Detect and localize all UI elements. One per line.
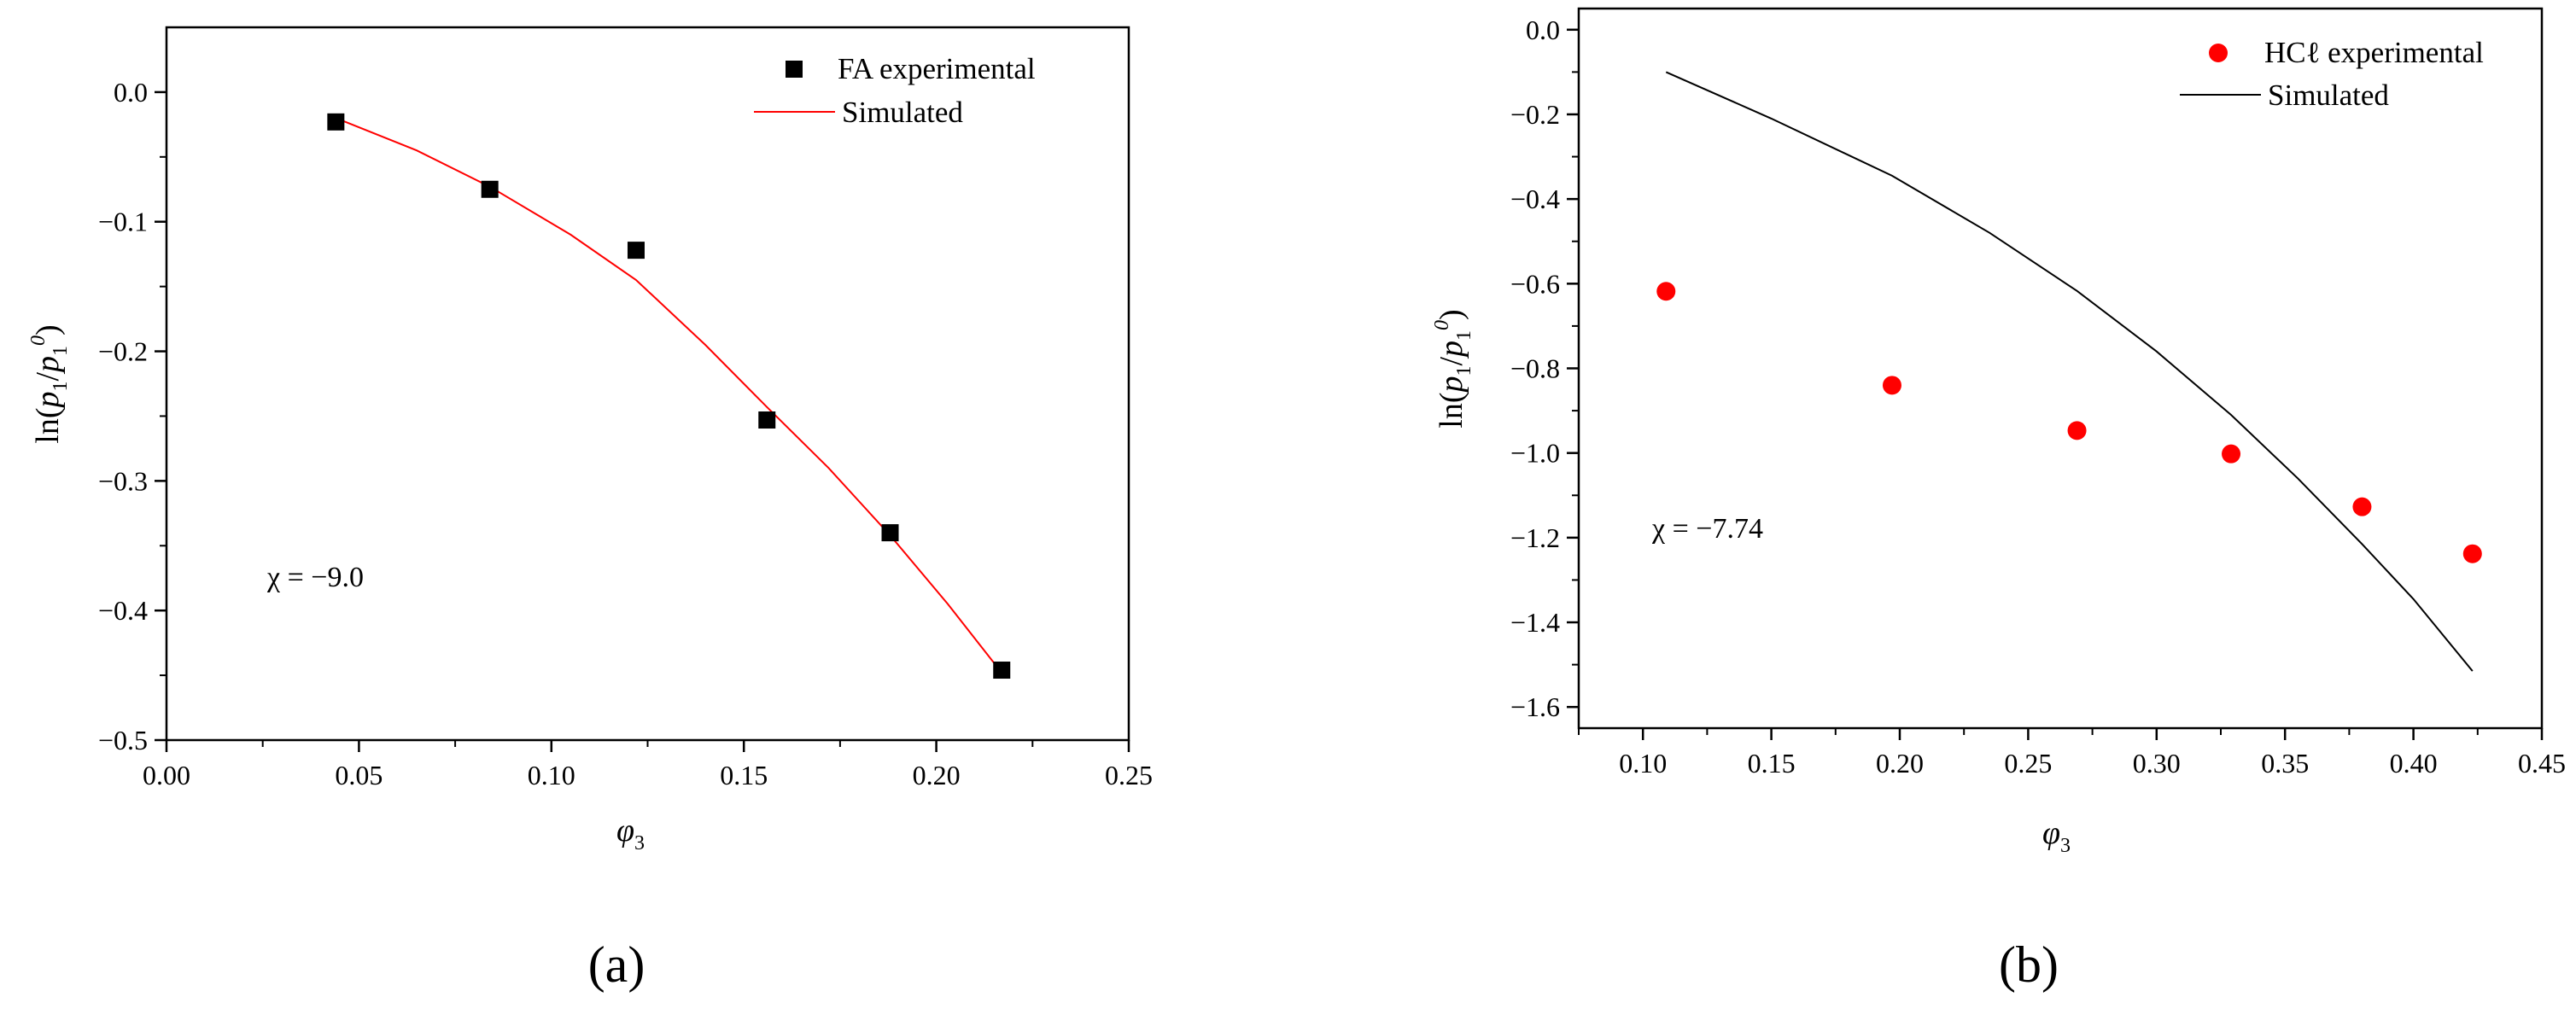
data-point-circle <box>1656 282 1676 301</box>
data-point-circle <box>2222 444 2241 464</box>
legend-a-label-simulated: Simulated <box>842 96 963 129</box>
y-tick-label: −0.8 <box>1510 353 1560 384</box>
simulated-line <box>1665 71 2474 672</box>
y-tick-label: −0.4 <box>98 595 148 626</box>
legend-a: FA experimental Simulated <box>754 52 1036 129</box>
y-tick-labels-a: 0.0 −0.1 −0.2 −0.3 −0.4 −0.5 <box>98 77 148 755</box>
y-tick-labels-b: 0.0 −0.2 −0.4 −0.6 −0.8 −1.0 −1.2 −1.4 −1.6 <box>1510 15 1560 722</box>
chart-b: 0.10 0.15 0.20 0.25 0.30 0.35 0.40 0.45 0.0 −0.2… <box>1431 7 2566 993</box>
legend-b: HCℓ experimental Simulated <box>2180 36 2484 112</box>
x-tick-label: 0.25 <box>1105 760 1153 790</box>
annotation-b: χ = −7.74 <box>1651 513 1763 545</box>
x-axis-title-b: φ3 <box>2042 815 2071 857</box>
y-tick-label: −1.2 <box>1510 522 1560 553</box>
x-tick-label: 0.20 <box>913 760 961 790</box>
legend-a-label-experimental: FA experimental <box>838 52 1036 85</box>
y-tick-label: 0.0 <box>1526 15 1560 45</box>
series-b <box>1656 71 2482 672</box>
y-tick-label: 0.0 <box>114 77 148 108</box>
data-point-square <box>881 524 899 542</box>
y-tick-label: −1.6 <box>1510 691 1560 722</box>
x-tick-label: 0.45 <box>2518 748 2566 779</box>
y-tick-label: −0.3 <box>98 465 148 496</box>
data-point-circle <box>2067 421 2087 440</box>
axis-ticks-a <box>155 90 1130 752</box>
legend-b-label-simulated: Simulated <box>2268 79 2389 112</box>
x-tick-label: 0.15 <box>720 760 768 790</box>
x-tick-label: 0.20 <box>1876 748 1924 779</box>
x-tick-label: 0.15 <box>1748 748 1796 779</box>
legend-b-label-experimental: HCℓ experimental <box>2264 36 2484 69</box>
data-point-square <box>327 113 345 131</box>
x-tick-label: 0.25 <box>2004 748 2052 779</box>
data-point-square <box>627 242 645 260</box>
simulated-line <box>336 117 1002 674</box>
x-tick-label: 0.10 <box>1619 748 1667 779</box>
x-tick-label: 0.30 <box>2133 748 2181 779</box>
y-axis-title-b: ln(p1/p10) <box>1431 309 1475 428</box>
x-tick-label: 0.40 <box>2390 748 2438 779</box>
plot-frame-b <box>1577 7 2544 730</box>
x-tick-labels-b: 0.10 0.15 0.20 0.25 0.30 0.35 0.40 0.45 <box>1619 748 2566 779</box>
x-tick-labels-a: 0.00 0.05 0.10 0.15 0.20 0.25 <box>143 760 1153 790</box>
series-a <box>327 113 1011 679</box>
panel-label-a: (a) <box>588 936 645 993</box>
annotation-a: χ = −9.0 <box>266 562 364 593</box>
y-tick-label: −0.6 <box>1510 268 1560 299</box>
panel-label-b: (b) <box>1999 936 2059 993</box>
y-tick-label: −0.5 <box>98 725 148 755</box>
data-point-square <box>481 180 499 198</box>
y-tick-label: −1.4 <box>1510 607 1560 638</box>
x-tick-label: 0.05 <box>335 760 383 790</box>
chart-a: 0.00 0.05 0.10 0.15 0.20 0.25 0.0 −0.1 −0.2 −0.3… <box>27 26 1153 993</box>
y-tick-label: −1.0 <box>1510 438 1560 469</box>
y-tick-label: −0.2 <box>1510 99 1560 130</box>
legend-a-marker-square <box>786 61 803 78</box>
data-point-square <box>993 662 1011 679</box>
y-tick-label: −0.4 <box>1510 184 1560 214</box>
data-point-circle <box>2352 497 2372 516</box>
data-point-circle <box>2462 544 2482 563</box>
plot-frame-a <box>165 26 1130 742</box>
x-axis-title-a: φ3 <box>616 813 645 854</box>
data-point-square <box>758 411 776 429</box>
x-tick-label: 0.10 <box>528 760 575 790</box>
data-point-circle <box>1882 376 1901 395</box>
x-tick-label: 0.00 <box>143 760 190 790</box>
y-tick-label: −0.2 <box>98 336 148 367</box>
y-tick-label: −0.1 <box>98 207 148 237</box>
y-axis-title-a: ln(p1/p10) <box>27 324 72 443</box>
legend-b-marker-circle <box>2209 44 2228 62</box>
axis-ticks-b <box>1567 28 2544 740</box>
x-tick-label: 0.35 <box>2261 748 2309 779</box>
